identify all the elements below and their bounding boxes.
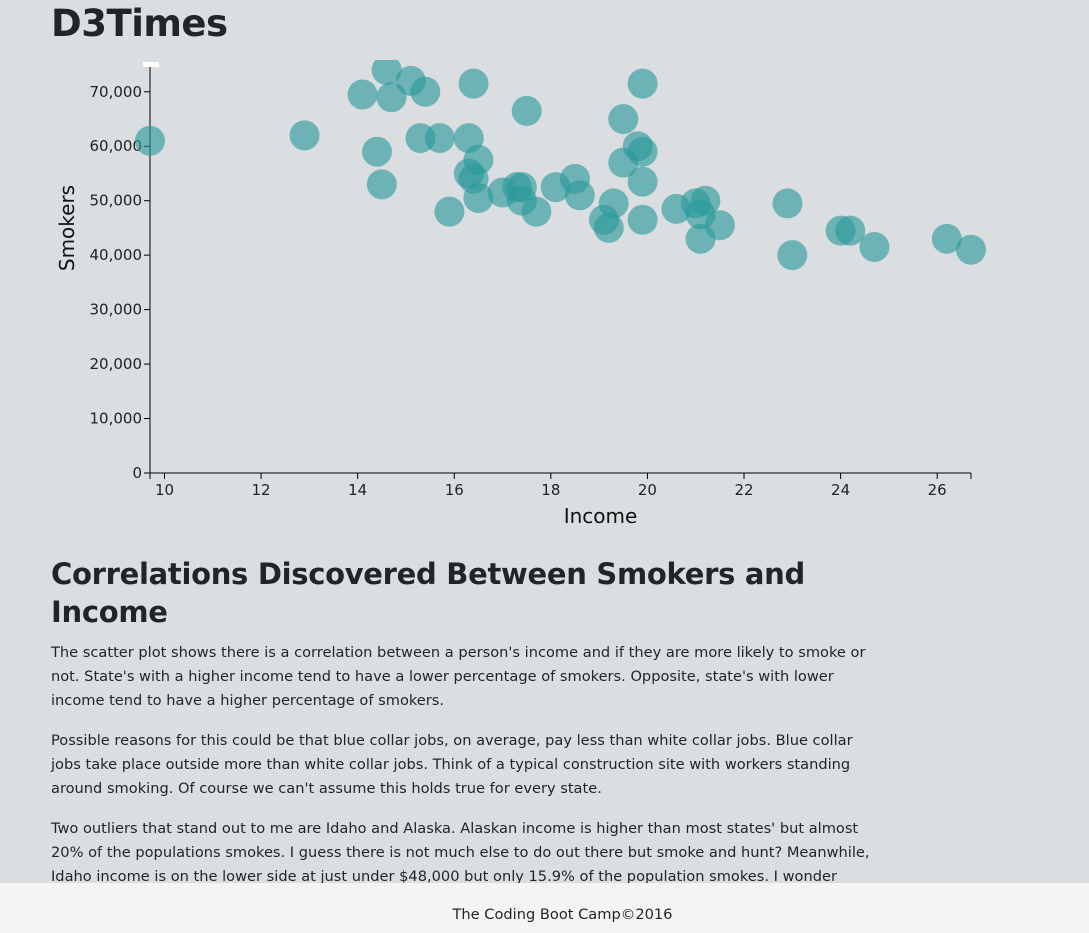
data-point[interactable] xyxy=(931,223,962,254)
x-tick-label: 18 xyxy=(541,481,560,499)
data-point[interactable] xyxy=(608,104,639,135)
data-point[interactable] xyxy=(627,136,658,167)
x-tick-label: 24 xyxy=(831,481,850,499)
data-point[interactable] xyxy=(458,68,489,99)
x-axis-title: Income xyxy=(564,504,638,528)
data-point[interactable] xyxy=(434,196,465,227)
y-tick-label: 30,000 xyxy=(90,301,143,319)
data-point[interactable] xyxy=(956,234,986,265)
y-tick-label: 50,000 xyxy=(90,192,143,210)
data-point[interactable] xyxy=(859,231,890,262)
x-tick-label: 14 xyxy=(348,481,367,499)
article-heading: Correlations Discovered Between Smokers … xyxy=(51,557,805,629)
data-point[interactable] xyxy=(835,215,866,246)
y-tick-label: 10,000 xyxy=(90,410,143,428)
x-tick-label: 20 xyxy=(638,481,657,499)
data-point[interactable] xyxy=(458,163,489,194)
y-tick-label: 0 xyxy=(132,464,142,482)
data-point[interactable] xyxy=(424,123,455,154)
footer-text: The Coding Boot Camp©2016 xyxy=(452,906,673,923)
data-point[interactable] xyxy=(511,95,542,126)
data-point[interactable] xyxy=(347,79,378,110)
data-point[interactable] xyxy=(690,185,721,216)
article-paragraph-3: Two outliers that stand out to me are Id… xyxy=(51,820,870,909)
y-axis-title: Smokers xyxy=(55,185,79,271)
data-point[interactable] xyxy=(772,188,803,219)
y-tick-label: 70,000 xyxy=(90,83,143,101)
y-tick-label: 40,000 xyxy=(90,246,143,264)
data-point[interactable] xyxy=(627,204,658,235)
article-paragraph-1: The scatter plot shows there is a correl… xyxy=(51,644,866,709)
data-point[interactable] xyxy=(564,180,595,211)
data-point[interactable] xyxy=(361,136,392,167)
data-point[interactable] xyxy=(366,169,397,200)
data-point[interactable] xyxy=(598,188,629,219)
data-point[interactable] xyxy=(627,68,658,99)
site-title: D3Times xyxy=(51,2,228,45)
data-point[interactable] xyxy=(593,212,624,243)
data-point[interactable] xyxy=(521,196,552,227)
scatter-chart: 0 10,000 20,000 30,000 40,000 50,000 60,000 70,… xyxy=(55,60,986,528)
data-point[interactable] xyxy=(289,120,320,151)
x-tick-label: 12 xyxy=(252,481,271,499)
data-point[interactable] xyxy=(135,125,165,156)
x-tick-label: 10 xyxy=(155,481,174,499)
data-point[interactable] xyxy=(704,210,735,241)
y-tick-label: 60,000 xyxy=(90,137,143,155)
x-tick-label: 22 xyxy=(734,481,753,499)
chart-axes: 0 10,000 20,000 30,000 40,000 50,000 60,000 70,… xyxy=(90,62,972,499)
x-tick-label: 26 xyxy=(928,481,947,499)
data-point[interactable] xyxy=(371,60,402,85)
article-paragraph-2: Possible reasons for this could be that … xyxy=(51,732,853,797)
chart-points xyxy=(135,60,986,271)
data-point[interactable] xyxy=(627,166,658,197)
y-tick-label: 20,000 xyxy=(90,355,143,373)
x-tick-label: 16 xyxy=(445,481,464,499)
footer: The Coding Boot Camp©2016 xyxy=(0,883,1089,933)
article: Correlations Discovered Between Smokers … xyxy=(51,555,871,929)
y-axis-marker xyxy=(143,62,159,67)
data-point[interactable] xyxy=(410,76,441,107)
data-point[interactable] xyxy=(777,240,808,271)
